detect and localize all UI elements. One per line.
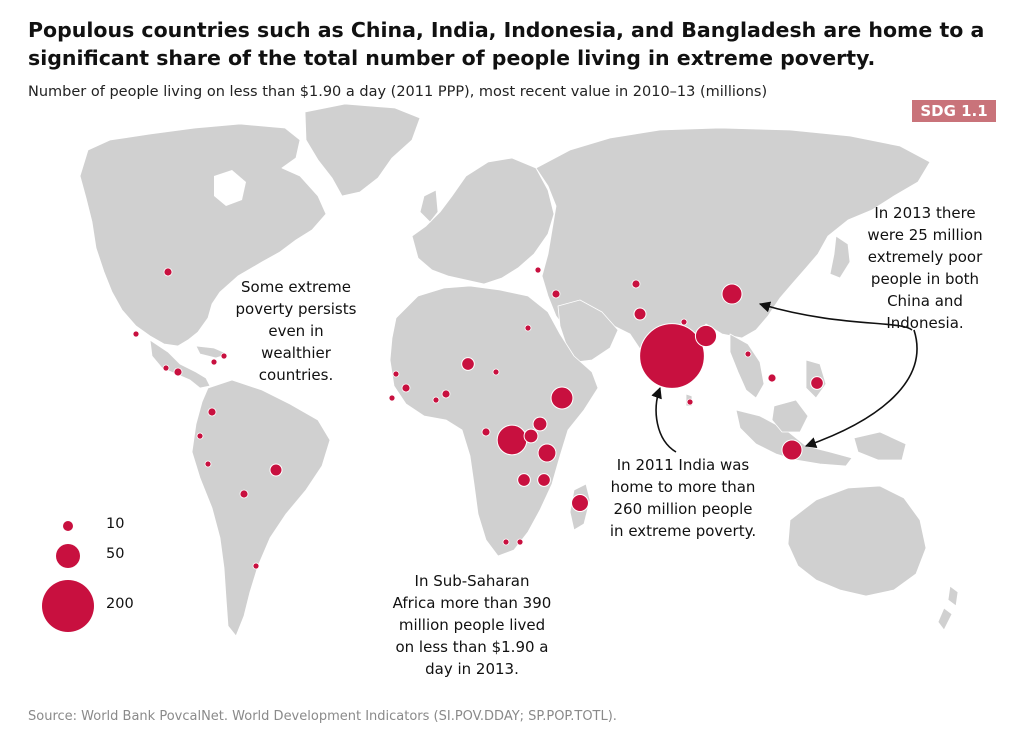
bubble-minor [502,538,510,546]
bubble-minor [534,266,542,274]
bubble-bangladesh [694,324,718,348]
legend-label-10: 10 [106,516,125,532]
arrow-china [758,301,913,331]
bubble-minor [516,538,524,546]
bubble-uganda [523,428,539,444]
bubble-india [639,323,705,389]
bubble-minor [162,364,170,372]
legend-circle-50 [56,544,80,568]
bubble-indonesia [781,439,803,461]
legend-circles [42,521,94,632]
bubble-minor [392,370,400,378]
bubble-minor [210,358,218,366]
bubble-minor [163,267,173,277]
bubble-philippines [810,376,824,390]
greenland-shape [304,103,421,197]
asia-shape [535,127,931,387]
new-zealand-shape [937,585,959,631]
bubble-china [721,283,743,305]
europe-shape [411,157,555,285]
bubble-minor [207,407,217,417]
bubble-minor [173,367,183,377]
bubble-democratic-republic-of-congo [496,424,528,456]
africa-shape [389,285,599,557]
annotation-india: In 2011 India was home to more than 260 … [609,456,757,540]
source-note: Source: World Bank PovcalNet. World Deve… [28,709,617,724]
bubble-minor [432,396,440,404]
north-america-shape [79,123,327,347]
annotation-africa: In Sub-Saharan Africa more than 390 mill… [392,572,552,678]
bubble-minor [686,398,694,406]
central-america-shape [149,339,211,389]
poverty-bubbles [132,266,824,570]
borneo-shape [771,399,809,433]
bubble-minor [441,389,451,399]
australia-shape [787,485,927,597]
indochina-shape [729,333,765,399]
hudson-bay-shape [214,170,246,206]
bubble-minor [680,318,688,326]
bubble-minor [631,279,641,289]
bubble-minor [401,383,411,393]
chart-subtitle: Number of people living on less than $1.… [28,84,768,100]
bubble-minor [492,368,500,376]
bubble-minor [767,373,777,383]
legend-label-50: 50 [106,546,125,562]
sdg-badge: SDG 1.1 [912,100,996,122]
bubble-mozambique [537,473,551,487]
arabia-shape [557,299,619,363]
bubble-minor [252,562,260,570]
bubble-nigeria [461,357,475,371]
arrow-indonesia [804,329,918,448]
arrow-india [651,386,677,453]
annotation-wealthy: Some extreme poverty persists even in we… [235,278,357,384]
bubble-minor [239,489,249,499]
bubble-pakistan [633,307,647,321]
legend-circle-10 [63,521,73,531]
bubble-brazil [269,463,283,477]
bubble-kenya [532,416,548,432]
bubble-minor [204,460,212,468]
bubble-minor [196,432,204,440]
bubble-minor [132,330,140,338]
japan-shape [829,235,851,279]
bubble-minor [388,394,396,402]
bubble-ethiopia [550,386,574,410]
uk-shape [419,189,439,223]
bubble-madagascar [571,494,589,512]
bubble-tanzania [537,443,557,463]
bubble-minor [220,352,228,360]
legend-circle-200 [42,580,94,632]
annotation-china-indonesia: In 2013 there were 25 million extremely … [867,204,983,332]
bubble-minor [524,324,532,332]
land-masses [79,103,959,637]
legend-label-200: 200 [106,596,134,612]
south-america-shape [191,379,331,637]
bubble-minor [481,427,491,437]
bubble-minor [744,350,752,358]
chart-title: Populous countries such as China, India,… [28,18,985,70]
bubble-minor [551,289,561,299]
new-guinea-shape [853,431,907,461]
bubble-malawi [517,473,531,487]
